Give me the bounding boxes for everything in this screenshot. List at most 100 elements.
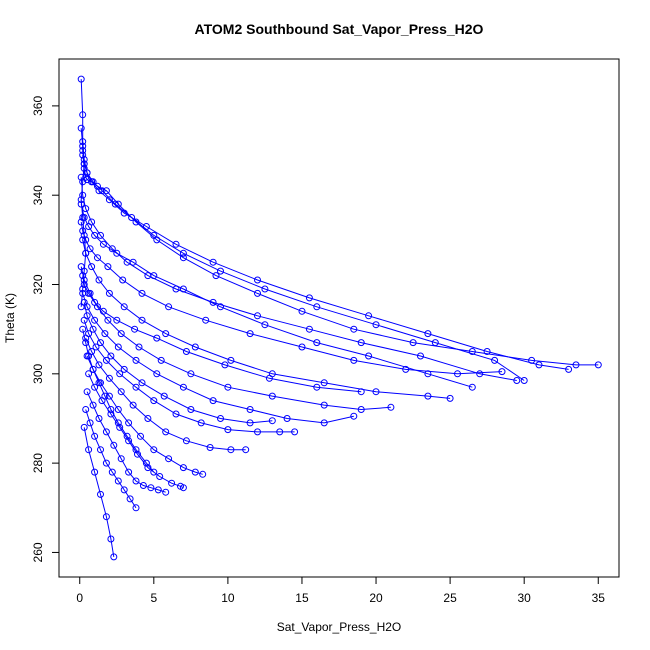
data-point [254,428,261,436]
data-point [95,379,103,387]
data-point [291,428,299,436]
data-point [491,356,499,364]
data-point [402,365,410,373]
data-point [191,468,199,476]
data-point [89,401,97,409]
data-point [172,410,180,418]
data-point [142,223,150,230]
data-point [107,352,115,360]
data-point [77,173,85,181]
series-layer [77,75,602,561]
data-point [179,254,187,262]
data-point [217,267,224,275]
series-line [83,302,273,424]
data-point [79,227,87,235]
y-tick-label: 280 [31,453,45,473]
y-tick-label: 300 [31,363,45,383]
data-point [305,294,313,302]
data-point [92,343,100,351]
data-point [424,330,432,338]
data-point [114,343,122,351]
data-point [162,330,170,338]
data-point [113,316,121,324]
data-point [83,169,91,177]
data-point [85,370,93,378]
data-point [117,388,125,396]
data-point [179,383,187,391]
data-point [168,479,176,487]
x-tick-label: 20 [369,591,383,605]
data-point [150,468,158,476]
data-point [129,258,137,266]
data-point [126,495,134,503]
series-line [86,355,203,475]
data-point [94,254,101,262]
data-point [365,312,373,320]
data-point [139,482,147,489]
data-point [372,388,380,396]
data-point [246,419,254,427]
data-point [246,406,254,413]
data-point [123,432,131,440]
data-point [227,446,235,454]
data-point [199,470,207,478]
data-point [80,281,88,288]
data-point [365,352,373,360]
data-point [254,312,261,320]
series-line [80,177,517,381]
data-point [320,379,328,387]
data-point [468,383,476,391]
data-point [224,426,232,434]
data-point [350,325,358,333]
data-point [535,361,543,369]
data-point [110,441,118,449]
data-point [125,419,133,427]
data-point [217,415,224,422]
data-point [125,468,133,476]
data-point [150,231,158,239]
data-point [85,446,93,454]
data-point [101,392,109,400]
data-point [357,388,365,396]
data-point [156,473,164,480]
data-point [77,75,85,83]
data-point [298,343,306,351]
data-point [468,348,476,355]
data-point [80,267,88,275]
data-point [254,276,261,284]
data-point [82,249,90,257]
data-point [446,394,454,402]
series-line [85,409,137,509]
data-point [217,303,224,311]
data-point [202,316,210,324]
data-point [95,361,103,369]
data-point [179,249,187,257]
data-point [417,352,424,360]
data-point [372,321,380,329]
series-line [82,239,451,399]
data-point [138,316,146,324]
data-point [172,240,180,248]
data-point [357,339,365,347]
series-line [80,221,503,375]
data-point [209,298,217,306]
data-point [147,484,155,492]
data-point [89,325,97,333]
data-point [88,263,96,271]
series-line [88,373,184,489]
series-line [82,275,362,393]
data-point [265,374,273,382]
data-point [209,397,217,405]
data-point [105,392,113,400]
data-point [131,325,139,333]
x-tick-label: 25 [443,591,457,605]
data-point [144,415,152,422]
data-point [305,325,313,333]
data-point [268,417,276,425]
data-point [187,370,195,378]
data-point [138,289,146,297]
data-point [79,325,87,333]
data-point [191,343,199,351]
data-point [102,513,110,521]
